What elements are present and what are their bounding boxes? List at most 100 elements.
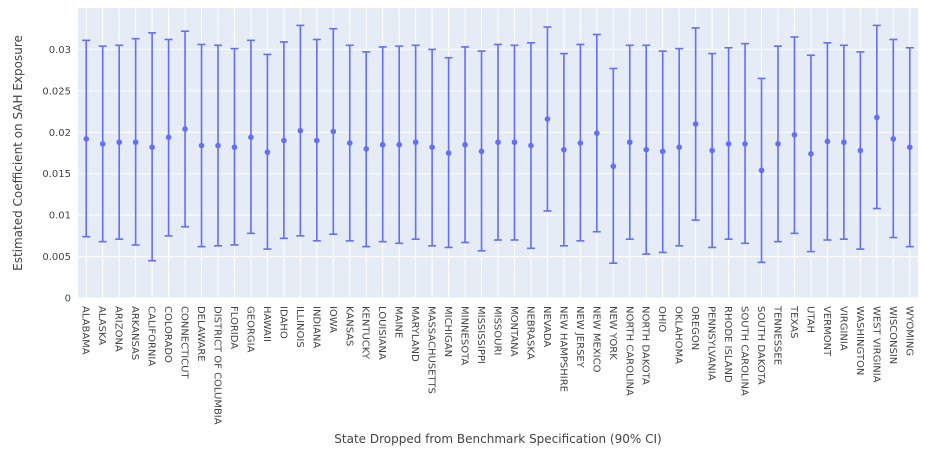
error-bar-point [691, 27, 700, 221]
data-point [412, 139, 419, 146]
x-tick-label: ARIZONA [113, 306, 124, 352]
x-tick-label: DISTRICT OF COLUMBIA [212, 306, 223, 425]
data-point [692, 121, 699, 127]
error-bar-point [444, 56, 453, 249]
data-point [906, 144, 913, 150]
data-point [791, 131, 798, 138]
data-point [314, 137, 320, 144]
data-point [528, 142, 534, 149]
x-tick-label: OHIO [656, 306, 667, 332]
error-bar-point [230, 47, 239, 246]
data-point [890, 136, 897, 142]
x-tick-label: KENTUCKY [360, 306, 371, 360]
x-axis-ticks: ALABAMA ALASKA ARIZONA ARKANSAS CALIFORNIA CO… [80, 305, 915, 425]
data-point [709, 147, 715, 154]
data-point [758, 167, 765, 174]
error-bar-point [115, 44, 124, 240]
x-tick-label: MISSOURI [492, 306, 503, 355]
x-tick-label: WISCONSIN [887, 306, 898, 364]
data-point [429, 144, 435, 150]
error-bar-point [543, 26, 552, 212]
error-bar-point [296, 24, 305, 237]
data-point [594, 130, 600, 136]
error-bar-point [658, 50, 667, 254]
data-point [248, 134, 254, 141]
data-marks [82, 24, 914, 265]
error-bar-point [856, 51, 865, 250]
data-point [841, 139, 847, 146]
x-tick-label: MONTANA [508, 306, 519, 357]
data-point [346, 140, 353, 146]
error-bar-point [741, 42, 750, 245]
x-tick-label: MASSACHUSETTS [426, 306, 437, 394]
error-bar-point [642, 44, 651, 255]
error-bar-point [246, 39, 255, 235]
y-tick-label: 0.02 [49, 128, 71, 139]
data-point [264, 149, 271, 155]
error-bar-point [214, 44, 222, 247]
x-tick-label: NORTH DAKOTA [640, 306, 651, 385]
error-bar-point [362, 51, 371, 248]
error-bar-point [675, 47, 684, 247]
y-tick-label: 0.03 [49, 45, 71, 56]
x-tick-label: MINNESOTA [459, 306, 470, 365]
error-bar-point [757, 77, 766, 264]
data-point [495, 139, 501, 146]
error-bar-point [329, 27, 338, 235]
error-bar-point [774, 45, 782, 243]
data-point [643, 146, 650, 153]
data-point [577, 140, 584, 146]
x-tick-label: NEW JERSEY [574, 306, 585, 369]
x-tick-label: INDIANA [310, 306, 321, 348]
data-point [165, 134, 172, 141]
error-bar-point [790, 36, 799, 235]
error-bar-point [98, 45, 107, 243]
data-point [676, 144, 682, 150]
error-bar-point [428, 48, 437, 247]
error-bar-point [576, 43, 585, 242]
x-tick-label: RHODE ISLAND [722, 306, 733, 383]
x-tick-label: TEXAS [788, 305, 799, 338]
x-tick-label: KANSAS [343, 306, 354, 346]
x-tick-label: MISSISSIPPI [475, 306, 486, 364]
error-bar-point [131, 37, 140, 246]
x-tick-label: IDAHO [277, 306, 288, 339]
x-tick-label: VERMONT [821, 306, 832, 357]
error-bar-point [609, 67, 618, 265]
x-tick-label: NEW YORK [607, 306, 618, 360]
data-point [330, 128, 337, 135]
data-point [281, 137, 287, 144]
error-bar-point [148, 32, 157, 262]
x-axis-title: State Dropped from Benchmark Specificati… [334, 432, 661, 446]
error-bar-point [806, 54, 815, 253]
x-tick-label: NEBRASKA [524, 306, 535, 360]
data-point [561, 146, 567, 153]
x-tick-label: CALIFORNIA [146, 306, 157, 366]
error-bar-point [724, 46, 733, 240]
data-point [379, 141, 386, 148]
error-bar-point [181, 30, 190, 228]
x-tick-label: SOUTH CAROLINA [739, 306, 750, 396]
error-bar-point [312, 38, 321, 242]
data-point [83, 136, 90, 142]
error-bar-point [263, 53, 272, 250]
x-tick-label: MARYLAND [409, 306, 420, 362]
x-tick-label: WYOMING [903, 306, 914, 356]
data-point [659, 148, 666, 155]
error-bar-point [889, 38, 898, 239]
x-tick-label: WEST VIRGINIA [870, 306, 881, 383]
error-bar-point [279, 41, 288, 240]
data-point [116, 139, 122, 146]
data-point [132, 139, 139, 146]
x-tick-label: TENNESSEE [772, 305, 783, 365]
data-point [149, 144, 155, 150]
x-tick-label: WASHINGTON [854, 306, 865, 375]
x-tick-label: COLORADO [162, 306, 173, 363]
data-point [874, 114, 880, 121]
data-point [824, 138, 831, 145]
x-tick-label: UTAH [804, 306, 815, 333]
data-point [462, 141, 468, 148]
data-point [297, 127, 304, 134]
x-tick-label: PENNSYLVANIA [706, 306, 717, 381]
